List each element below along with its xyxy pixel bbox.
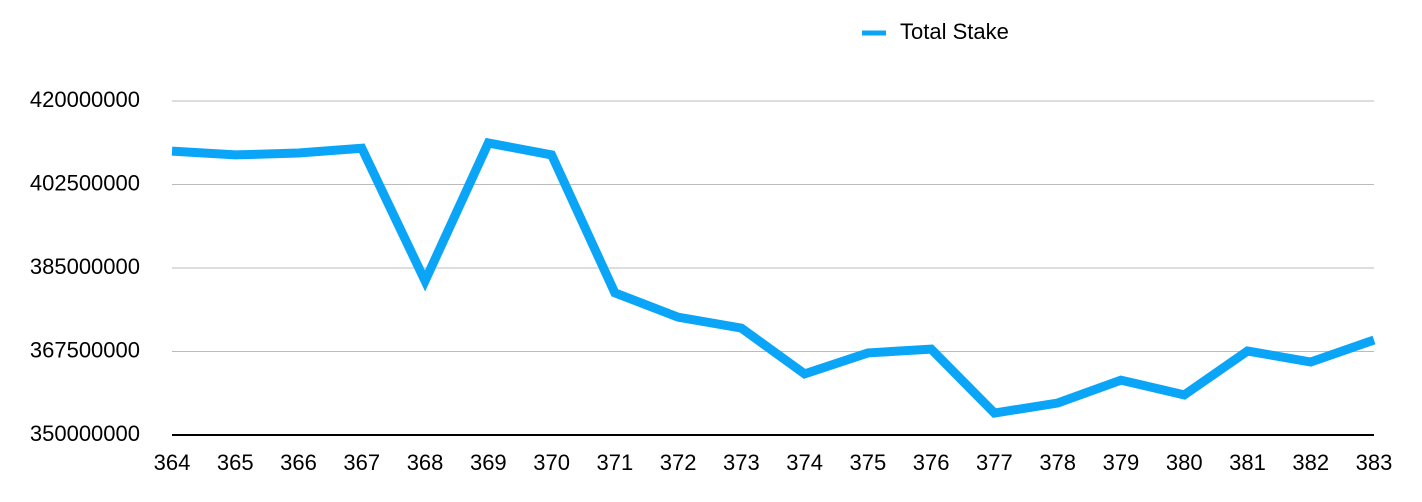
x-tick-label: 364 (154, 450, 191, 475)
x-tick-label: 371 (596, 450, 633, 475)
x-tick-label: 374 (786, 450, 823, 475)
y-tick-label: 402500000 (30, 170, 140, 195)
x-tick-label: 365 (217, 450, 254, 475)
x-tick-label: 366 (280, 450, 317, 475)
x-tick-label: 370 (533, 450, 570, 475)
y-tick-label: 350000000 (30, 421, 140, 446)
x-tick-label: 380 (1166, 450, 1203, 475)
x-tick-label: 367 (343, 450, 380, 475)
line-series (171, 137, 1376, 418)
y-tick-label: 420000000 (30, 87, 140, 112)
legend-label: Total Stake (900, 19, 1009, 44)
x-tick-label: 383 (1356, 450, 1393, 475)
x-tick-label: 372 (660, 450, 697, 475)
x-tick-label: 375 (850, 450, 887, 475)
x-tick-label: 379 (1103, 450, 1140, 475)
x-tick-label: 369 (470, 450, 507, 475)
x-tick-label: 376 (913, 450, 950, 475)
x-tick-label: 378 (1039, 450, 1076, 475)
x-tick-label: 373 (723, 450, 760, 475)
x-tick-label: 382 (1292, 450, 1329, 475)
x-tick-label: 377 (976, 450, 1013, 475)
y-tick-label: 367500000 (30, 337, 140, 362)
y-tick-label: 385000000 (30, 254, 140, 279)
x-tick-label: 368 (407, 450, 444, 475)
x-tick-label: 381 (1229, 450, 1266, 475)
